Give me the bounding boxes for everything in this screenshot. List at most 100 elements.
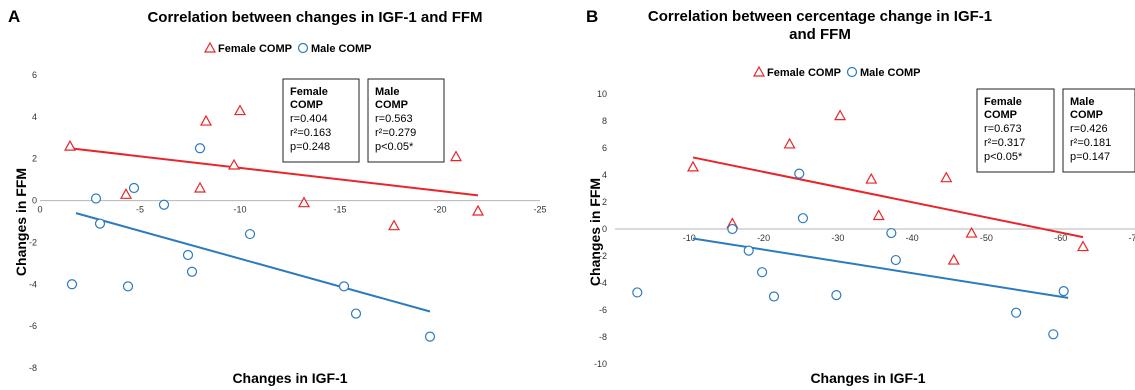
- x-tick-label: -30: [831, 233, 844, 243]
- stats-r: r=0.426: [1070, 123, 1108, 135]
- stats-head-2: COMP: [290, 99, 323, 111]
- data-point-male: [632, 287, 643, 298]
- stats-head-1: Female: [290, 86, 328, 98]
- data-point-female: [865, 172, 878, 184]
- x-axis-title-b: Changes in IGF-1: [810, 370, 925, 386]
- data-point-female: [686, 160, 700, 172]
- legend-circle-icon-b: [846, 66, 858, 78]
- data-point-female: [783, 137, 796, 149]
- trend-line-male: [75, 212, 431, 313]
- x-tick-label: -20: [757, 233, 770, 243]
- y-tick-label: 8: [602, 116, 607, 126]
- data-point-female: [227, 158, 241, 170]
- data-point-male: [128, 182, 140, 194]
- stats-p: p<0.05*: [375, 141, 414, 153]
- trend-line-male: [692, 237, 1069, 299]
- y-tick-label: -8: [599, 332, 607, 342]
- stats-r2: r²=0.279: [375, 127, 416, 139]
- y-tick-label: 0: [32, 196, 37, 206]
- stats-box-female-b: Female COMP r=0.673 r²=0.317 p<0.05*: [976, 88, 1055, 173]
- plot-area-b: 10 8 6 4 2 0 -2 -4 -6 -8 -10 -10 -20 -30 -40 -50 -60 -70: [594, 89, 1135, 369]
- trend-line-female: [69, 147, 479, 197]
- y-tick-label: -2: [599, 251, 607, 261]
- data-point-male: [794, 168, 805, 179]
- data-point-male: [727, 223, 738, 235]
- panel-letter-b: B: [586, 7, 598, 26]
- data-point-female: [233, 104, 247, 116]
- data-point-male: [122, 281, 134, 292]
- y-tick-label: -4: [599, 278, 607, 288]
- x-tick-label: -5: [136, 205, 144, 215]
- data-point-male: [768, 291, 780, 302]
- legend-circle-icon-a: [297, 42, 309, 54]
- stats-r: r=0.673: [984, 123, 1022, 135]
- stats-p: p=0.248: [290, 141, 330, 153]
- y-tick-label: -8: [29, 363, 37, 373]
- data-point-male: [886, 227, 897, 239]
- stats-head-2: COMP: [984, 109, 1017, 121]
- data-point-female: [940, 171, 953, 183]
- data-point-female: [119, 188, 133, 199]
- y-tick-label: 2: [32, 154, 37, 164]
- data-point-male: [338, 281, 350, 292]
- stats-head-1: Female: [984, 96, 1022, 108]
- stats-r2: r²=0.181: [1070, 137, 1111, 149]
- x-tick-label: 0: [37, 205, 42, 215]
- data-point-male: [743, 245, 754, 256]
- x-tick-label: -10: [233, 205, 246, 215]
- data-point-female: [872, 209, 885, 221]
- data-point-female: [1076, 240, 1090, 252]
- data-point-male: [797, 213, 809, 224]
- stats-head-2: COMP: [1070, 109, 1103, 121]
- panel-letter-a: A: [8, 7, 20, 26]
- data-point-male: [424, 331, 436, 342]
- stats-p: p<0.05*: [984, 151, 1023, 163]
- y-tick-label: 10: [597, 89, 607, 99]
- data-point-female: [947, 253, 960, 265]
- y-tick-label: 4: [602, 170, 607, 180]
- y-tick-label: 6: [32, 70, 37, 80]
- y-tick-label: -10: [594, 359, 607, 369]
- y-axis-title-b: Changes in FFM: [587, 178, 603, 286]
- stats-r2: r²=0.317: [984, 137, 1025, 149]
- x-tick-label: -25: [533, 205, 546, 215]
- y-tick-label: 0: [602, 224, 607, 234]
- data-point-male: [194, 143, 206, 154]
- data-point-male: [831, 290, 842, 301]
- chart-title-a: Correlation between changes in IGF-1 and…: [147, 9, 482, 26]
- data-point-male: [1011, 307, 1022, 318]
- data-point-male: [66, 279, 78, 290]
- data-point-female: [471, 204, 485, 216]
- data-point-female: [63, 139, 77, 151]
- data-point-male: [756, 267, 768, 278]
- data-point-male: [244, 228, 256, 240]
- y-axis-title-a: Changes in FFM: [13, 168, 29, 276]
- chart-title-b: Correlation between cercentage change in…: [647, 8, 993, 43]
- legend-triangle-icon-b: [752, 65, 766, 77]
- legend-a: Female COMP Male COMP: [203, 41, 372, 55]
- legend-b: Female COMP Male COMP: [752, 65, 921, 79]
- data-point-female: [834, 109, 847, 121]
- stats-r: r=0.563: [375, 113, 413, 125]
- y-tick-label: 2: [602, 197, 607, 207]
- x-axis-title-a: Changes in IGF-1: [232, 370, 347, 386]
- legend-label-male-b: Male COMP: [860, 67, 921, 79]
- chart-title-b-wrap: Correlation between cercentage change in…: [647, 8, 993, 43]
- x-tick-label: -10: [683, 233, 696, 243]
- y-tick-label: -2: [29, 237, 37, 247]
- data-point-female: [449, 150, 463, 162]
- stats-p: p=0.147: [1070, 151, 1110, 163]
- data-point-male: [890, 254, 901, 266]
- stats-head-1: Male: [375, 86, 399, 98]
- legend-label-female-b: Female COMP: [767, 67, 841, 79]
- stats-box-male-a: Male COMP r=0.563 r²=0.279 p<0.05*: [367, 78, 445, 163]
- y-tick-label: -4: [29, 279, 37, 289]
- stats-head-1: Male: [1070, 96, 1094, 108]
- y-tick-label: 4: [32, 112, 37, 122]
- data-point-female: [199, 114, 213, 126]
- y-tick-label: -6: [599, 305, 607, 315]
- data-point-female: [193, 181, 207, 193]
- stats-head-2: COMP: [375, 99, 408, 111]
- x-tick-label: -40: [906, 233, 919, 243]
